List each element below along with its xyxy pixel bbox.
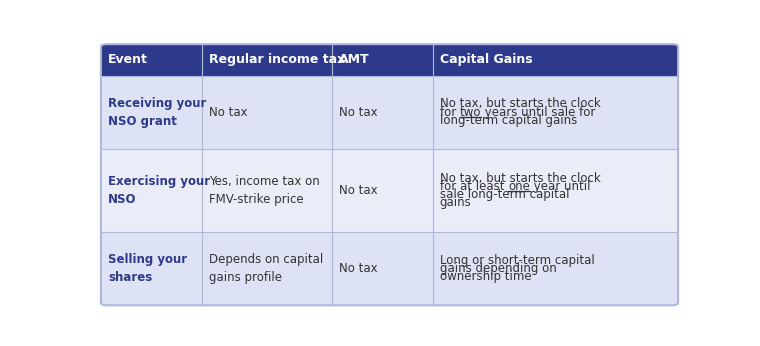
Text: No tax, but starts the clock: No tax, but starts the clock — [440, 97, 600, 110]
Text: two: two — [460, 106, 481, 119]
Text: Capital Gains: Capital Gains — [440, 53, 533, 66]
Text: No tax: No tax — [339, 106, 378, 119]
Text: Regular income tax: Regular income tax — [209, 53, 345, 66]
Text: No tax, but starts the clock: No tax, but starts the clock — [440, 172, 600, 184]
Text: AMT: AMT — [339, 53, 369, 66]
Text: Selling your
shares: Selling your shares — [108, 253, 187, 284]
Text: Depends on capital
gains profile: Depends on capital gains profile — [209, 253, 323, 284]
Text: one: one — [508, 180, 530, 193]
FancyBboxPatch shape — [101, 149, 678, 232]
Text: year until: year until — [530, 180, 591, 193]
Text: Long or short-term capital: Long or short-term capital — [440, 254, 594, 267]
Text: Yes, income tax on
FMV-strike price: Yes, income tax on FMV-strike price — [209, 175, 320, 206]
Text: sale long-term capital: sale long-term capital — [440, 188, 569, 201]
Text: long-term capital gains: long-term capital gains — [440, 114, 577, 127]
Text: No tax: No tax — [339, 184, 378, 197]
FancyBboxPatch shape — [101, 44, 678, 75]
Text: for: for — [440, 106, 460, 119]
Text: gains: gains — [440, 196, 472, 209]
Text: No tax: No tax — [339, 262, 378, 275]
Text: Exercising your
NSO: Exercising your NSO — [108, 175, 210, 206]
FancyBboxPatch shape — [101, 75, 678, 149]
Text: ownership time: ownership time — [440, 271, 531, 283]
FancyBboxPatch shape — [101, 232, 678, 305]
Text: years until sale for: years until sale for — [481, 106, 596, 119]
Text: Receiving your
NSO grant: Receiving your NSO grant — [108, 97, 206, 128]
Text: gains depending on: gains depending on — [440, 262, 556, 275]
Text: Event: Event — [108, 53, 148, 66]
Text: No tax: No tax — [209, 106, 248, 119]
Text: for at least: for at least — [440, 180, 508, 193]
